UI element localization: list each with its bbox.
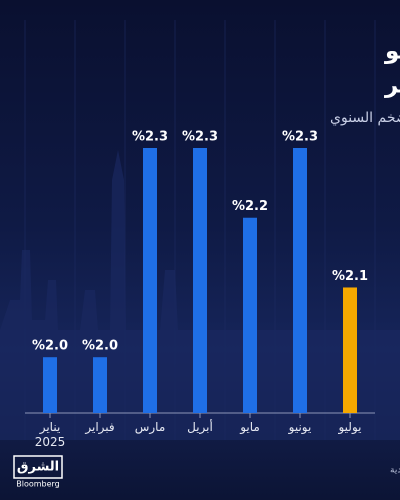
bar: [243, 217, 257, 413]
bar: [93, 357, 107, 413]
x-tick-label: أبريل: [187, 420, 213, 434]
bar: [343, 287, 357, 413]
x-tick-label: يناير 2025: [34, 420, 66, 449]
value-label: %2.2: [232, 199, 268, 214]
source: المصدر: بيانات الهيئة العامة للإحصاء الس…: [390, 466, 400, 476]
logo-sub: Bloomberg: [16, 480, 60, 489]
x-tick-label: يونيو: [288, 420, 312, 434]
value-label: %2.0: [82, 339, 118, 354]
x-tick-label: يوليو: [338, 420, 362, 434]
logo-box: [13, 455, 63, 479]
value-label: %2.3: [282, 130, 318, 145]
subtitle: التضخم السنوي: [330, 110, 400, 126]
bar: [193, 148, 207, 413]
logo: الشرق: [17, 460, 59, 475]
x-tick-label: مايو: [240, 420, 260, 434]
title-line: يتباطأ لأدنى مستوى منذ 5 أشهر: [384, 69, 400, 99]
value-label: %2.3: [182, 130, 218, 145]
x-tick-label: مارس: [134, 420, 166, 434]
background-grid: [24, 20, 376, 440]
bar: [143, 148, 157, 413]
bar: [43, 357, 57, 413]
value-label: %2.0: [32, 339, 68, 354]
value-label: %2.1: [332, 269, 368, 284]
x-tick-label: فبراير: [85, 420, 115, 434]
bar: [293, 148, 307, 413]
title-line: التضخم في السعودية خلال يوليو: [384, 39, 400, 65]
value-label: %2.3: [132, 130, 168, 145]
